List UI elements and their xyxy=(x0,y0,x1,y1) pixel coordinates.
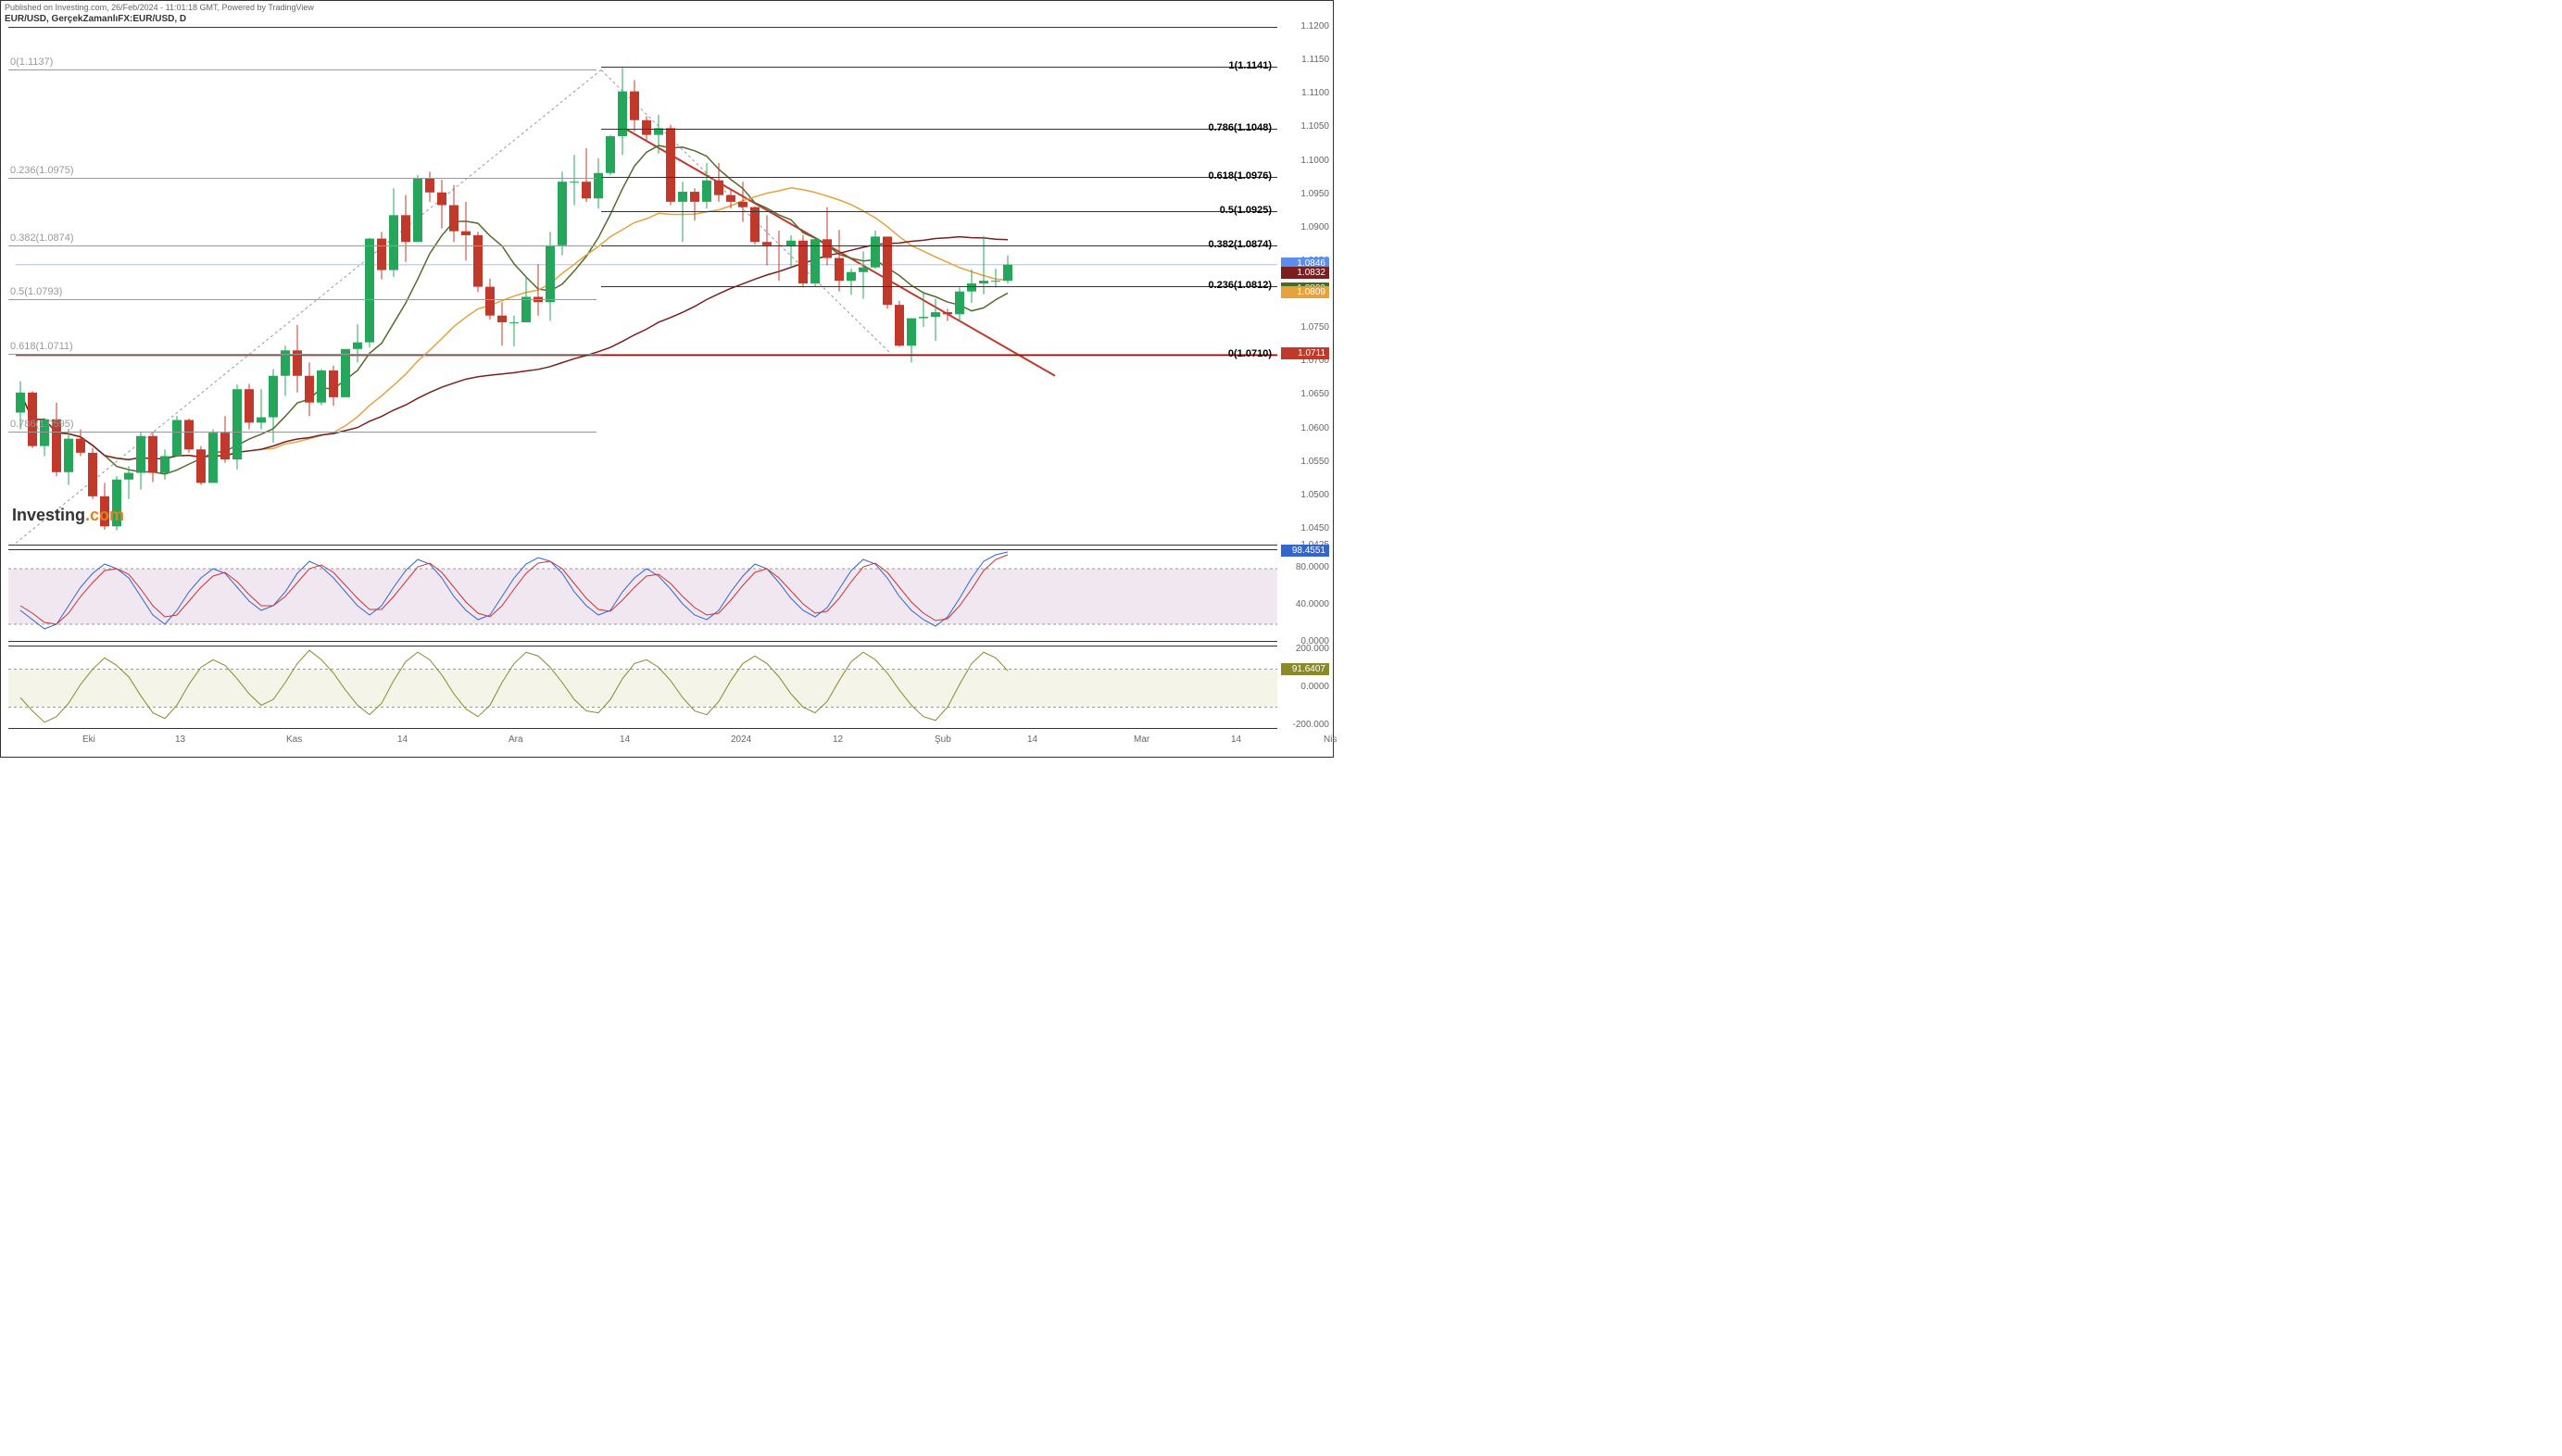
time-tick: 14 xyxy=(620,734,630,745)
price-tick: 1.0450 xyxy=(1281,523,1329,533)
fib-label-left: 0.618(1.0711) xyxy=(10,341,73,352)
time-tick: Mar xyxy=(1134,734,1149,745)
fib-label-left: 0.5(1.0793) xyxy=(10,286,62,297)
chart-container: Published on Investing.com, 26/Feb/2024 … xyxy=(0,0,1334,758)
investing-logo: Investing.com xyxy=(12,506,124,525)
cci-panel[interactable] xyxy=(8,646,1277,729)
price-tick: 1.0600 xyxy=(1281,423,1329,433)
cci-tick: -200.000 xyxy=(1281,720,1329,730)
fib-label-left: 0.786(1.0595) xyxy=(10,419,74,430)
price-tick: 1.1100 xyxy=(1281,88,1329,98)
fib-label-right: 0.786(1.1048) xyxy=(1209,122,1273,133)
time-tick: Şub xyxy=(935,734,951,745)
fib-line-left xyxy=(8,178,597,179)
fib-label-right: 0(1.0710) xyxy=(1228,348,1272,359)
fib-line-right xyxy=(601,177,1277,178)
cci-tick: 0.0000 xyxy=(1281,682,1329,692)
fib-label-right: 0.236(1.0812) xyxy=(1209,280,1273,291)
fib-line-left xyxy=(8,432,597,433)
fib-line-left xyxy=(8,245,597,246)
symbol-info: EUR/USD, GerçekZamanlıFX:EUR/USD, D xyxy=(5,14,186,24)
fib-line-right xyxy=(601,211,1277,212)
time-tick: Ara xyxy=(509,734,523,745)
price-tick: 1.1050 xyxy=(1281,121,1329,132)
fib-line-left xyxy=(8,299,597,300)
time-tick: 14 xyxy=(1027,734,1037,745)
cci-svg xyxy=(8,646,1277,730)
price-tick: 1.0550 xyxy=(1281,457,1329,467)
stochastic-panel[interactable] xyxy=(8,549,1277,642)
fib-line-right xyxy=(601,129,1277,130)
fib-label-left: 0.236(1.0975) xyxy=(10,165,74,176)
fib-line-right xyxy=(601,355,1277,356)
time-axis: Eki13Kas14Ara14202412Şub14Mar14Nis xyxy=(8,734,1277,753)
fib-label-right: 0.382(1.0874) xyxy=(1209,239,1273,250)
fib-line-right xyxy=(601,67,1277,68)
publish-info: Published on Investing.com, 26/Feb/2024 … xyxy=(5,3,314,12)
price-tick: 1.0900 xyxy=(1281,222,1329,232)
price-tick: 1.1200 xyxy=(1281,21,1329,31)
logo-text: Investing xyxy=(12,506,85,524)
time-tick: Kas xyxy=(286,734,302,745)
time-tick: Eki xyxy=(82,734,95,745)
price-tick: 1.0950 xyxy=(1281,189,1329,199)
fib-label-right: 0.618(1.0976) xyxy=(1209,170,1273,182)
time-tick: 14 xyxy=(397,734,408,745)
time-tick: 12 xyxy=(833,734,843,745)
time-tick: 2024 xyxy=(731,734,751,745)
price-tick: 1.0500 xyxy=(1281,490,1329,500)
time-tick: 13 xyxy=(175,734,185,745)
fib-label-right: 1(1.1141) xyxy=(1229,60,1272,71)
price-tag: 1.0832 xyxy=(1281,267,1329,279)
stoch-tag: 98.4551 xyxy=(1281,545,1329,557)
time-tick: 14 xyxy=(1231,734,1241,745)
price-tick: 1.1000 xyxy=(1281,156,1329,166)
fib-label-left: 0(1.1137) xyxy=(10,56,53,68)
fib-line-right xyxy=(601,286,1277,287)
fib-label-left: 0.382(1.0874) xyxy=(10,232,74,244)
fib-line-left xyxy=(8,69,597,70)
price-tick: 1.0650 xyxy=(1281,389,1329,399)
logo-dot: .com xyxy=(85,506,124,524)
fib-line-left xyxy=(8,354,597,355)
price-tag: 1.0711 xyxy=(1281,347,1329,359)
time-tick: Nis xyxy=(1324,734,1337,745)
fib-label-right: 0.5(1.0925) xyxy=(1220,205,1272,216)
price-tick: 1.1150 xyxy=(1281,55,1329,65)
fib-line-right xyxy=(601,245,1277,246)
stoch-tick: 80.0000 xyxy=(1281,562,1329,572)
price-tick: 1.0750 xyxy=(1281,322,1329,333)
price-tag: 1.0809 xyxy=(1281,286,1329,298)
cci-tag: 91.6407 xyxy=(1281,663,1329,675)
stoch-tick: 40.0000 xyxy=(1281,599,1329,609)
cci-tick: 200.000 xyxy=(1281,644,1329,654)
stoch-svg xyxy=(8,550,1277,643)
